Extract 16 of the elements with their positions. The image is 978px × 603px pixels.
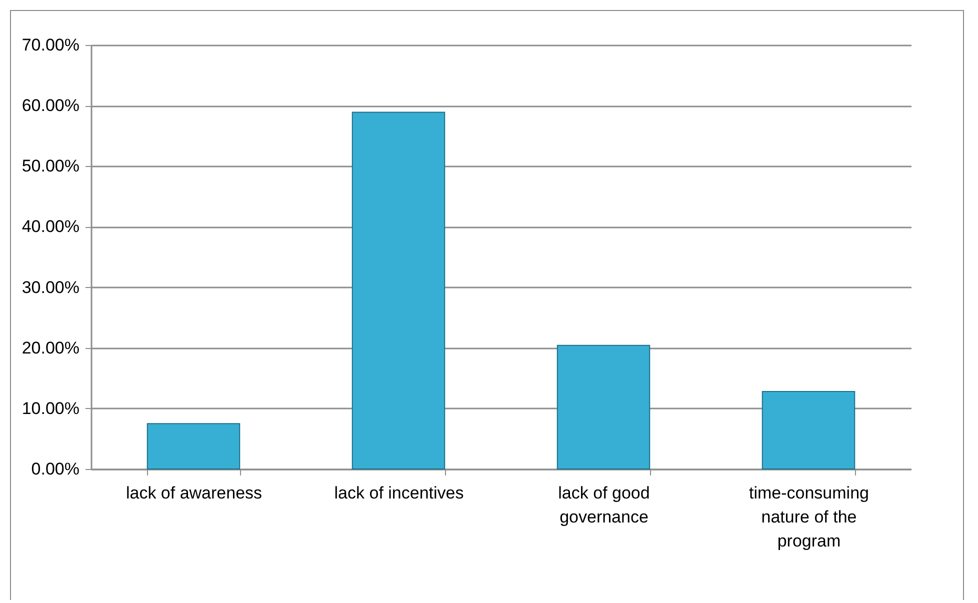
- bar: [556, 344, 650, 470]
- y-tick-label: 60.00%: [22, 96, 80, 116]
- x-tick-label: lack of awareness: [126, 484, 262, 502]
- y-tick-label: 30.00%: [22, 278, 80, 297]
- bar: [352, 112, 446, 470]
- bar: [762, 390, 856, 470]
- x-tick-label: lack of incentives: [334, 484, 464, 502]
- y-tick-label: 20.00%: [22, 338, 80, 358]
- y-tick-label: 50.00%: [22, 156, 80, 176]
- bar: [146, 423, 240, 470]
- y-tick-label: 10.00%: [22, 398, 80, 418]
- y-tick-label: 70.00%: [22, 36, 80, 54]
- y-tick-label: 0.00%: [31, 460, 80, 478]
- x-tick-label: time-consuming nature of the program: [749, 484, 869, 550]
- y-tick-label: 40.00%: [22, 217, 80, 236]
- x-tick-label: lack of good governance: [558, 484, 650, 526]
